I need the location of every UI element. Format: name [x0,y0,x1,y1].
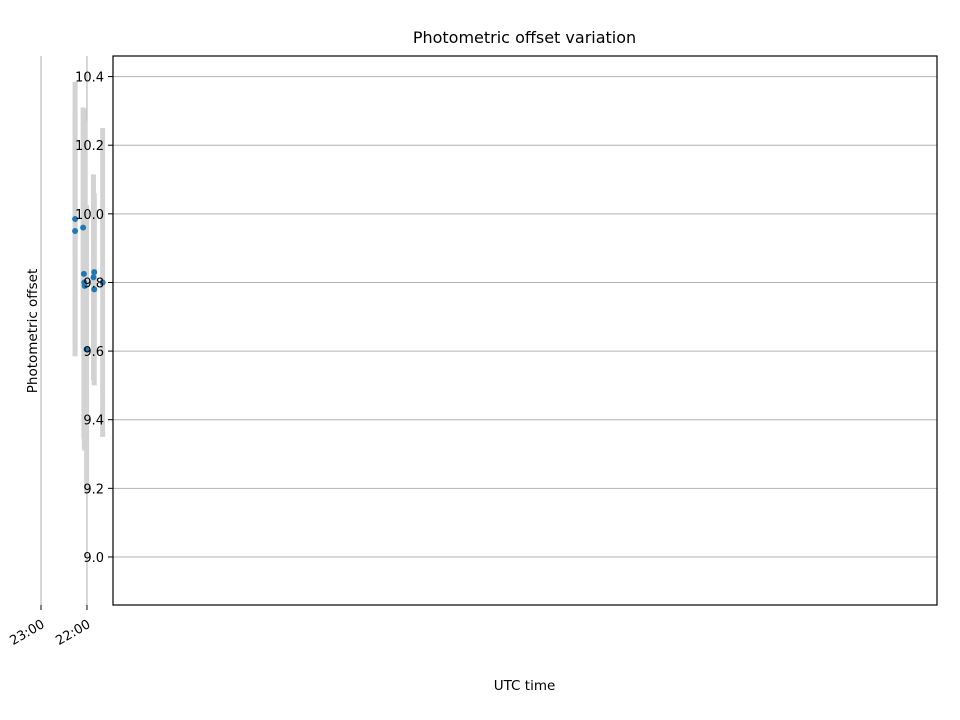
y-axis: 9.0 9.2 9.4 9.6 9.8 10.0 10.2 10.4 [75,71,113,566]
data-point [72,215,79,222]
data-point [90,274,97,281]
y-tick-label: 10.2 [75,139,104,154]
y-tick-label: 9.0 [83,551,104,566]
x-axis-label: UTC time [494,678,556,694]
y-tick-label: 10.4 [75,71,104,86]
y-axis-label: Photometric offset [25,269,41,393]
chart-title: Photometric offset variation [413,28,636,47]
data-point [80,270,87,277]
y-tick-label: 9.8 [83,276,104,291]
y-tick-label: 9.6 [83,345,104,360]
grid-lines [40,56,937,605]
data-point [80,224,87,231]
data-point [91,269,98,276]
data-point [91,286,98,293]
data-point [81,279,88,286]
data-point [99,279,106,286]
y-tick-label: 9.2 [83,482,104,497]
plot-frame [112,55,938,606]
y-tick-label: 10.0 [75,208,104,223]
data-point [83,346,90,353]
data-point [72,227,79,234]
data-points [72,215,106,353]
y-tick-label: 9.4 [83,414,104,429]
